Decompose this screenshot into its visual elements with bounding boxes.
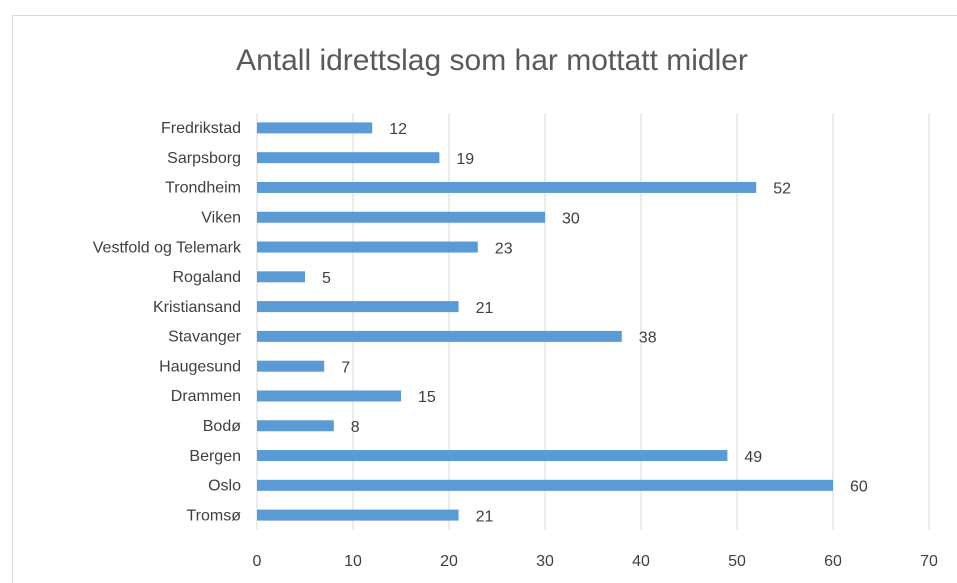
data-label: 19 — [456, 151, 474, 168]
data-label: 30 — [562, 210, 580, 227]
y-tick-label: Trondheim — [165, 180, 241, 197]
y-tick-label: Viken — [201, 209, 241, 226]
y-tick-label: Kristiansand — [153, 299, 241, 316]
y-tick-label: Haugesund — [159, 358, 241, 375]
data-label: 21 — [476, 508, 494, 525]
data-label: 38 — [639, 330, 657, 347]
y-tick-label: Vestfold og Telemark — [93, 239, 242, 256]
data-label: 23 — [495, 240, 513, 257]
data-label: 52 — [773, 181, 791, 198]
bar — [257, 271, 305, 283]
y-tick-label: Bodø — [203, 418, 241, 435]
bar — [257, 152, 440, 164]
y-tick-label: Tromsø — [186, 507, 241, 524]
bar — [257, 330, 622, 342]
bar — [257, 122, 373, 134]
y-tick-label: Rogaland — [173, 269, 242, 286]
bar — [257, 360, 325, 372]
data-label: 49 — [744, 449, 762, 466]
bar — [257, 420, 334, 432]
y-tick-label: Drammen — [171, 388, 241, 405]
data-label: 15 — [418, 389, 436, 406]
bar — [257, 509, 459, 521]
x-tick-label: 40 — [632, 553, 650, 570]
bar — [257, 479, 833, 491]
data-label: 8 — [351, 419, 360, 436]
x-tick-label: 60 — [824, 553, 842, 570]
bar — [257, 301, 459, 313]
x-tick-label: 10 — [344, 553, 362, 570]
bar — [257, 211, 545, 223]
data-label: 60 — [850, 479, 868, 496]
x-tick-label: 70 — [920, 553, 938, 570]
data-label: 12 — [389, 121, 407, 138]
y-tick-label: Sarpsborg — [167, 150, 241, 167]
bar — [257, 390, 401, 402]
y-tick-label: Stavanger — [168, 329, 242, 346]
bar — [257, 181, 757, 193]
data-label: 7 — [341, 359, 350, 376]
x-tick-label: 20 — [440, 553, 458, 570]
y-tick-label: Bergen — [189, 448, 241, 465]
data-label: 5 — [322, 270, 331, 287]
x-tick-label: 50 — [728, 553, 746, 570]
chart-title: Antall idrettslag som har mottatt midler — [236, 44, 748, 77]
y-tick-label: Oslo — [208, 478, 241, 495]
y-tick-label: Fredrikstad — [161, 120, 241, 137]
bar — [257, 241, 478, 253]
x-tick-label: 0 — [253, 553, 262, 570]
bar — [257, 450, 728, 462]
x-tick-label: 30 — [536, 553, 554, 570]
data-label: 21 — [476, 300, 494, 317]
